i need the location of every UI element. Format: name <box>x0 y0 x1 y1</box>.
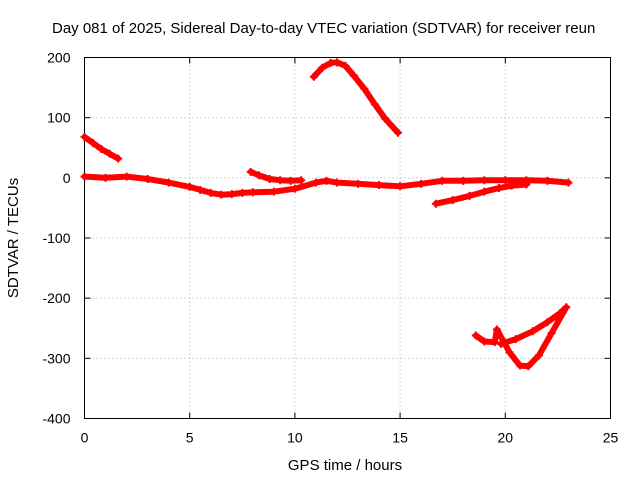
data-point <box>341 61 350 70</box>
data-point <box>196 185 205 194</box>
axis-ticks: 0 5 10 15 20 25 200 100 0 -100 -200 -300 -400 <box>42 50 618 446</box>
y-tick-label: 0 <box>63 170 71 186</box>
data-point <box>494 184 503 193</box>
data-point <box>143 175 152 184</box>
y-tick-label: 200 <box>47 50 71 66</box>
data-point <box>255 171 264 180</box>
data-point <box>501 176 510 185</box>
data-point <box>480 176 489 185</box>
data-point <box>556 309 565 318</box>
data-point <box>492 325 501 334</box>
data-point <box>248 188 257 197</box>
data-point <box>507 181 516 190</box>
data-point <box>381 114 390 123</box>
data-point <box>396 182 405 191</box>
data-point <box>490 338 499 347</box>
data-point <box>114 154 123 163</box>
data-point <box>524 362 533 371</box>
data-point <box>349 71 358 80</box>
series-layer <box>80 58 573 371</box>
y-tick-label: -100 <box>42 230 70 246</box>
data-point <box>88 138 97 147</box>
data-point <box>438 176 447 185</box>
data-point <box>480 337 489 346</box>
data-point <box>185 182 194 191</box>
data-point <box>297 176 306 185</box>
data-point <box>480 187 489 196</box>
data-point <box>511 335 520 344</box>
data-point <box>265 175 274 184</box>
data-point <box>528 327 537 336</box>
data-point <box>290 184 299 193</box>
y-tick-label: -400 <box>42 411 70 427</box>
data-point <box>354 179 363 188</box>
data-point <box>543 176 552 185</box>
data-point <box>393 128 402 137</box>
data-point <box>206 188 215 197</box>
data-point <box>360 84 369 93</box>
y-axis-label: SDTVAR / TECUs <box>5 178 22 298</box>
data-point <box>522 180 531 189</box>
data-point <box>417 179 426 188</box>
data-point <box>318 63 327 72</box>
data-point <box>311 178 320 187</box>
data-point <box>543 318 552 327</box>
series-arc-main-near-zero <box>81 173 572 198</box>
x-tick-label: 10 <box>287 430 303 446</box>
chart-title: Day 081 of 2025, Sidereal Day-to-day VTE… <box>52 20 595 37</box>
data-point <box>547 329 556 338</box>
data-point <box>164 178 173 187</box>
data-point <box>276 176 285 185</box>
data-point <box>80 132 89 141</box>
data-point <box>217 190 226 199</box>
data-point <box>370 100 379 109</box>
data-point <box>332 178 341 187</box>
data-point <box>562 303 571 312</box>
data-point <box>122 172 131 181</box>
grid-lines <box>84 57 611 419</box>
x-tick-label: 0 <box>81 430 89 446</box>
data-point <box>286 176 295 185</box>
data-point <box>332 58 341 67</box>
data-point <box>505 348 514 357</box>
data-point <box>564 178 573 187</box>
data-point <box>448 196 457 205</box>
data-point <box>431 199 440 208</box>
y-tick-label: -300 <box>42 350 70 366</box>
y-tick-label: -200 <box>42 290 70 306</box>
data-point <box>105 149 114 158</box>
x-tick-label: 5 <box>186 430 194 446</box>
data-point <box>97 144 106 153</box>
series-arc-late-morning-peak <box>310 59 401 136</box>
x-axis-label: GPS time / hours <box>288 457 402 474</box>
data-point <box>269 187 278 196</box>
data-point <box>459 176 468 185</box>
data-point <box>246 167 255 176</box>
data-point <box>516 361 525 370</box>
x-tick-label: 20 <box>498 430 514 446</box>
data-point <box>322 176 331 185</box>
data-point <box>227 190 236 199</box>
y-tick-label: 100 <box>47 110 71 126</box>
data-point <box>309 72 318 81</box>
data-point <box>534 351 543 360</box>
data-point <box>497 339 506 348</box>
data-point <box>238 188 247 197</box>
data-point <box>471 331 480 340</box>
x-tick-label: 25 <box>603 430 619 446</box>
data-point <box>465 191 474 200</box>
data-point <box>80 172 89 181</box>
data-point <box>375 181 384 190</box>
x-tick-label: 15 <box>392 430 408 446</box>
series-arc-night-loop <box>472 304 570 370</box>
data-point <box>101 173 110 182</box>
